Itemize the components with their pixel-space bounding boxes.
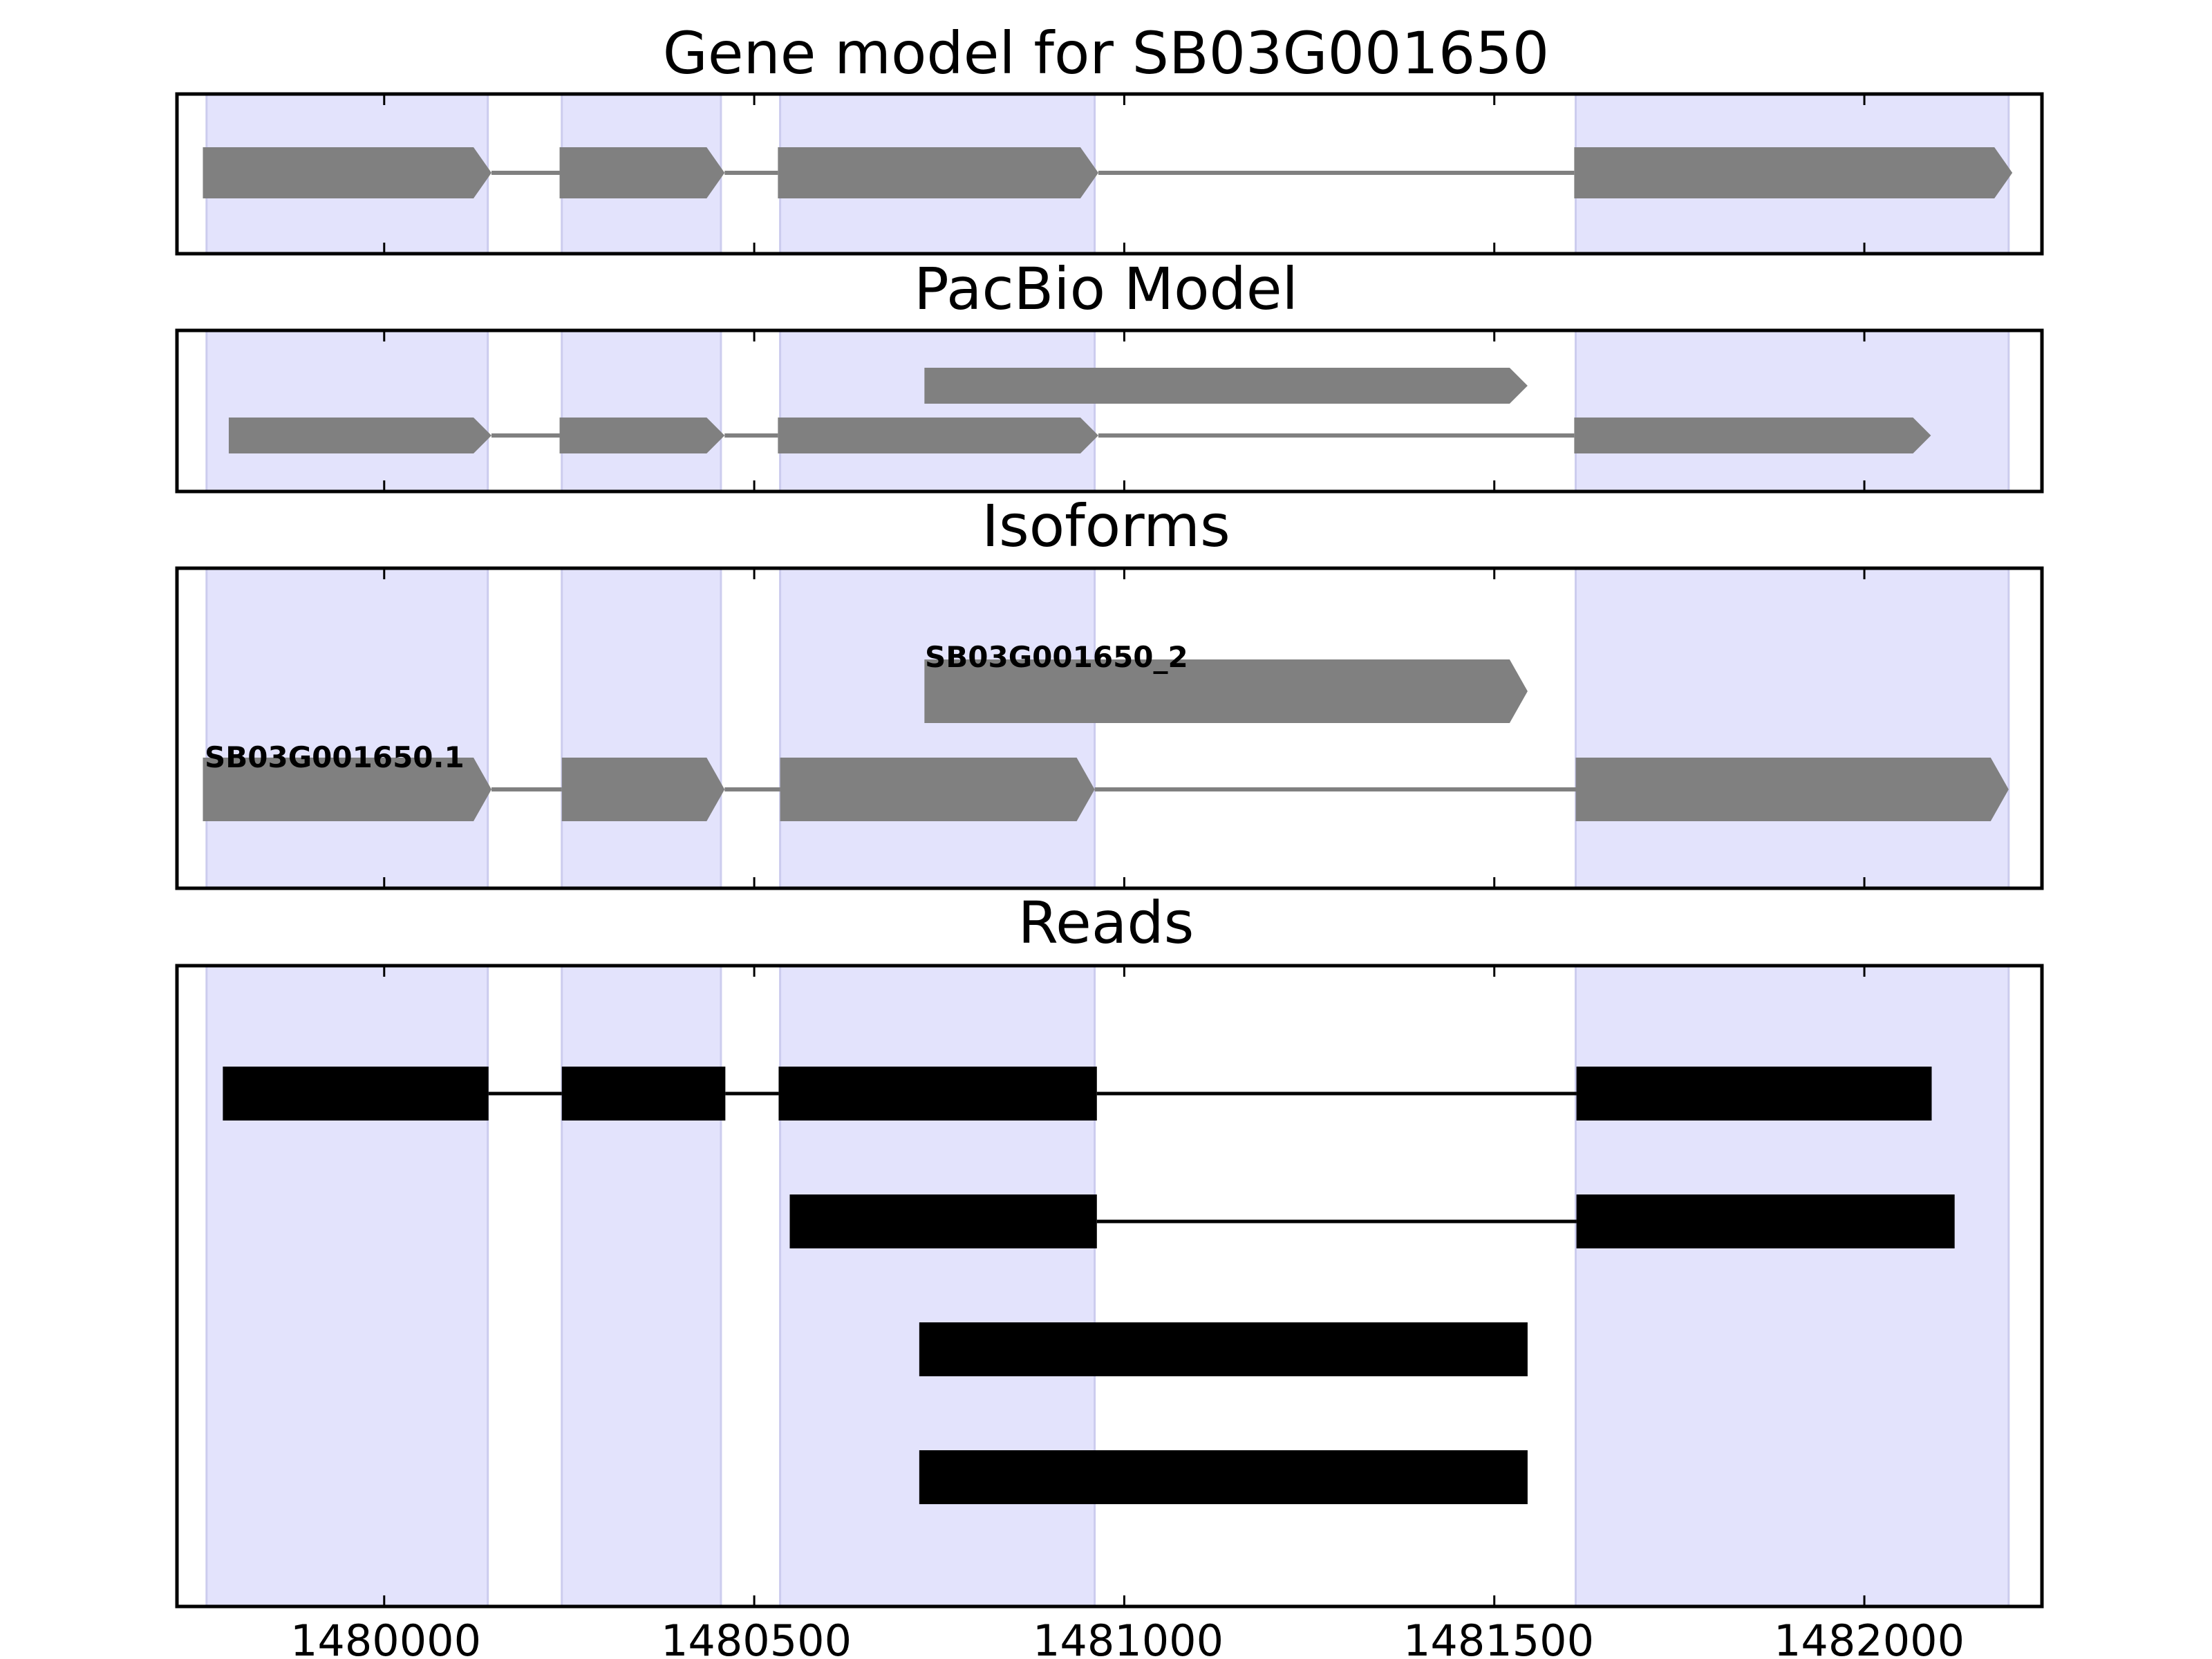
- isoform-label-sb03g001650-2: SB03G001650_2: [925, 640, 1188, 674]
- exon-arrow: [561, 758, 725, 821]
- exon-arrow: [559, 147, 725, 198]
- exon-highlight-region: [779, 964, 1096, 1608]
- exon-highlight-region: [561, 329, 722, 493]
- x-tick-label-1481000: 1481000: [1033, 1615, 1224, 1659]
- exon-highlight-region: [1575, 329, 2010, 493]
- read-exon-block: [1576, 1067, 1932, 1121]
- read-exon-block: [561, 1067, 726, 1121]
- panel-1-plot: [175, 92, 2044, 256]
- x-axis-tick-labels: 1480000 1480500 1481000 1481500 1482000: [290, 1615, 1965, 1659]
- panel-title-pacbio-model: PacBio Model: [914, 255, 1298, 323]
- exon-arrow: [1574, 147, 2013, 198]
- panel-pacbio-model: PacBio Model: [914, 255, 1298, 323]
- panel-frame: [175, 92, 2044, 256]
- exon-highlight-region: [779, 329, 1096, 493]
- exon-arrow: [1574, 418, 1931, 453]
- exon-arrow: [1575, 758, 2009, 821]
- panel-3-plot: [175, 566, 2044, 890]
- read-exon-block: [778, 1067, 1097, 1121]
- x-tick-label-1480000: 1480000: [290, 1615, 481, 1659]
- read-exon-block: [919, 1322, 1528, 1376]
- exon-arrow: [780, 758, 1095, 821]
- read-exon-block: [789, 1194, 1097, 1248]
- exon-highlight-region: [561, 964, 722, 1608]
- panel-title-reads: Reads: [1018, 889, 1194, 957]
- read-exon-block: [919, 1450, 1528, 1504]
- read-exon-block: [223, 1067, 489, 1121]
- exon-highlight-region: [205, 567, 489, 890]
- isoform-label-sb03g001650-1: SB03G001650.1: [205, 740, 465, 774]
- exon-arrow: [778, 147, 1098, 198]
- exon-arrow: [228, 418, 492, 453]
- exon-arrow: [203, 758, 492, 821]
- panel-gene-model: Gene model for SB03G001650: [663, 19, 1549, 87]
- read-exon-block: [1576, 1194, 1955, 1248]
- panel-title-gene-model: Gene model for SB03G001650: [663, 19, 1549, 87]
- panel-2-plot: [175, 328, 2044, 494]
- exon-highlight-region: [205, 964, 489, 1608]
- panel-title-isoforms: Isoforms: [982, 492, 1230, 560]
- x-tick-label-1480500: 1480500: [661, 1615, 852, 1659]
- exon-arrow: [924, 659, 1528, 723]
- panel-reads: Reads: [1018, 889, 1194, 957]
- panel-frame: [175, 566, 2044, 890]
- x-tick-label-1481500: 1481500: [1403, 1615, 1594, 1659]
- exon-highlight-region: [561, 567, 722, 890]
- panel-4-plot: [175, 964, 2044, 1609]
- exon-highlight-region: [779, 567, 1096, 890]
- exon-highlight-region: [1575, 964, 2010, 1608]
- plot-layer: [175, 92, 2044, 1609]
- exon-arrow: [559, 418, 725, 453]
- exon-highlight-region: [205, 329, 489, 493]
- exon-arrow: [924, 368, 1528, 404]
- panel-frame: [175, 964, 2044, 1609]
- panel-frame: [175, 328, 2044, 494]
- x-tick-label-1482000: 1482000: [1774, 1615, 1965, 1659]
- exon-arrow: [778, 418, 1098, 453]
- exon-highlight-region: [1575, 567, 2010, 890]
- panel-isoforms: Isoforms: [982, 492, 1230, 560]
- exon-arrow: [203, 147, 492, 198]
